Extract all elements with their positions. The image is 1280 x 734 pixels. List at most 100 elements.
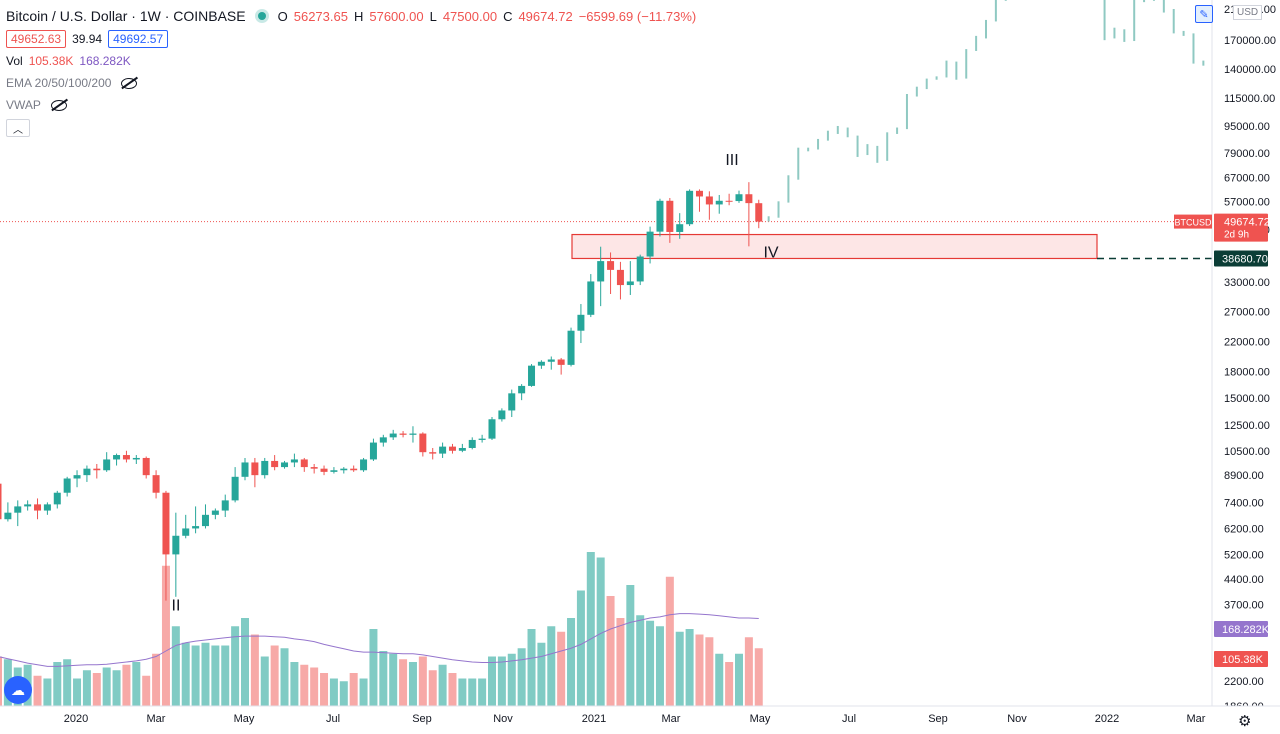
volume-ma-value: 168.282K <box>79 54 131 68</box>
candle-body <box>271 460 279 468</box>
volume-bar <box>418 656 427 706</box>
candle-body <box>745 194 753 204</box>
volume-bar <box>497 656 506 706</box>
candle-body <box>73 475 81 479</box>
volume-bar <box>448 673 457 706</box>
candle-body <box>162 492 170 555</box>
price-tick-label: 10500.00 <box>1224 446 1270 458</box>
volume-bar <box>438 664 447 706</box>
edit-icon[interactable]: ✎ <box>1195 5 1213 23</box>
candle-body <box>518 385 526 394</box>
buy-button[interactable]: 49692.57 <box>108 30 169 48</box>
tradingview-logo-icon[interactable]: ☁ <box>4 676 32 704</box>
candle-body <box>192 526 200 529</box>
candle-body <box>53 492 61 505</box>
candle-body <box>547 359 555 362</box>
volume-bar <box>399 659 408 706</box>
candle-body <box>656 200 664 232</box>
volume-bar <box>260 656 269 706</box>
volume-bar <box>655 626 664 706</box>
candle-body <box>172 535 180 555</box>
ohlc-close-label: C <box>503 8 513 24</box>
volume-bar <box>735 653 743 706</box>
candle-body <box>686 190 694 225</box>
candle-body <box>241 462 249 477</box>
price-tick-label: 8900.00 <box>1224 470 1264 482</box>
volume-bar <box>92 673 101 706</box>
ema-label: EMA 20/50/100/200 <box>6 76 112 90</box>
candle-body <box>330 470 338 472</box>
candle-body <box>715 200 723 205</box>
candle-body <box>557 359 565 365</box>
currency-button[interactable]: USD <box>1233 5 1263 20</box>
volume-ma-tag <box>1214 621 1268 637</box>
price-tick-label: 170000.00 <box>1224 35 1276 47</box>
collapse-legend-button[interactable]: ︿ <box>6 119 30 137</box>
volume-bar <box>290 662 299 706</box>
candle-body <box>478 438 486 440</box>
symbol-tag-label: BTCUSD <box>1174 218 1212 228</box>
time-tick-label: 2021 <box>582 713 606 725</box>
price-tick-label: 2200.00 <box>1224 676 1264 688</box>
volume-bar <box>231 626 240 706</box>
volume-bar <box>408 662 417 706</box>
volume-bar <box>744 637 753 706</box>
price-tick-label: 140000.00 <box>1224 64 1276 76</box>
sell-button[interactable]: 49652.63 <box>6 30 67 48</box>
candle-body <box>182 528 190 536</box>
volume-bar <box>102 667 111 706</box>
volume-bar <box>349 673 358 706</box>
vwap-row[interactable]: VWAP <box>6 94 696 116</box>
change-value: −6599.69 (−11.73%) <box>578 8 697 24</box>
volume-bar <box>488 656 496 706</box>
volume-bar <box>221 645 230 706</box>
candle-body <box>281 462 289 468</box>
price-tick-label: 6200.00 <box>1224 523 1264 535</box>
volume-bar <box>507 653 516 706</box>
candle-body <box>211 510 219 515</box>
price-tick-label: 22000.00 <box>1224 337 1270 349</box>
volume-bar <box>725 662 734 706</box>
last-price-tag <box>1214 213 1268 242</box>
spread-value: 39.94 <box>72 32 103 46</box>
volume-bar <box>636 615 645 706</box>
ema-row[interactable]: EMA 20/50/100/200 <box>6 72 696 94</box>
price-tick-label: 79000.00 <box>1224 148 1270 160</box>
volume-row[interactable]: Vol 105.38K 168.282K <box>6 50 696 72</box>
price-tick-label: 12500.00 <box>1224 420 1270 432</box>
volume-bar <box>191 645 200 706</box>
ohlc-low-label: L <box>429 8 437 24</box>
hidden-eye-icon[interactable] <box>121 77 138 89</box>
symbol-title[interactable]: Bitcoin / U.S. Dollar · 1W · COINBASE <box>6 8 246 24</box>
volume-bar <box>458 678 467 706</box>
volume-bar <box>715 653 724 706</box>
candle-body <box>93 468 101 471</box>
volume-bar <box>527 629 536 706</box>
volume-bar <box>646 620 655 706</box>
candle-body <box>528 365 536 386</box>
candle-body <box>300 459 308 468</box>
time-tick-label: May <box>750 713 771 725</box>
candle-body <box>369 442 377 460</box>
volume-bar <box>329 678 338 706</box>
candle-body <box>587 281 595 315</box>
volume-ma-line <box>0 613 759 667</box>
volume-bar <box>379 651 388 706</box>
price-tick-label: 115000.00 <box>1224 93 1275 105</box>
volume-bar <box>754 648 763 706</box>
volume-bar <box>112 670 121 706</box>
price-tick-label: 15000.00 <box>1224 393 1270 405</box>
candle-body <box>666 200 674 232</box>
candle-body <box>350 468 358 471</box>
volume-bar <box>142 675 151 706</box>
hidden-eye-icon[interactable] <box>50 99 67 111</box>
price-tick-label: 3700.00 <box>1224 600 1264 612</box>
candle-body <box>142 457 150 476</box>
candle-body <box>103 459 111 471</box>
candle-body <box>725 200 733 202</box>
gear-icon[interactable]: ⚙ <box>1238 713 1252 730</box>
candle-body <box>122 455 130 460</box>
